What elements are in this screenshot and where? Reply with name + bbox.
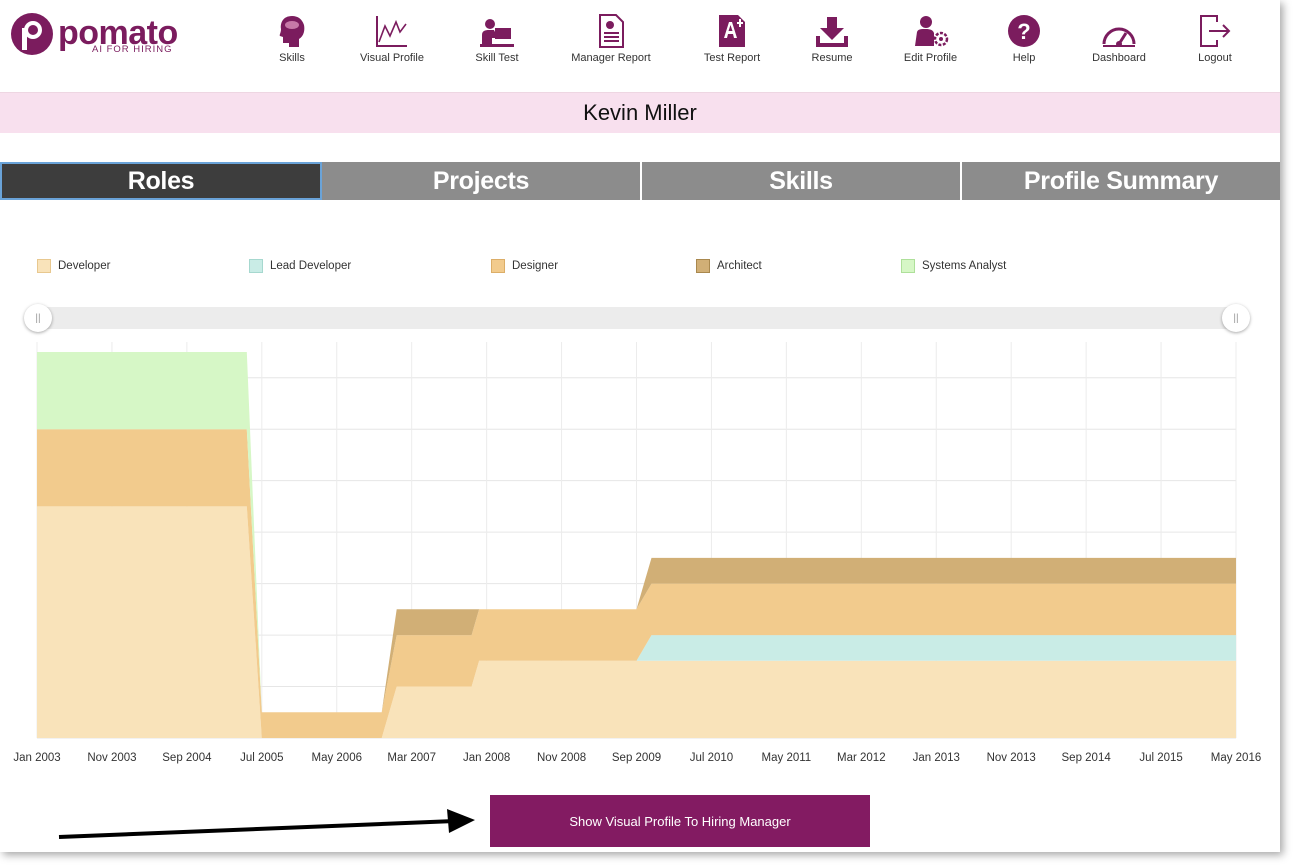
logout-icon [1200, 15, 1231, 47]
x-tick-label: Jan 2013 [913, 752, 960, 764]
nav-label: Test Report [703, 52, 761, 64]
download-icon [816, 17, 848, 47]
legend-swatch [901, 259, 915, 273]
slider-handle-left[interactable]: || [24, 304, 52, 332]
legend-swatch [696, 259, 710, 273]
area-developer[interactable] [37, 506, 1236, 738]
area-architect[interactable] [37, 429, 1236, 713]
nav-visual-profile[interactable]: Visual Profile [352, 12, 432, 64]
legend-item-lead-developer[interactable]: Lead Developer [249, 259, 351, 273]
slider-handle-right[interactable]: || [1222, 304, 1250, 332]
x-tick-label: May 2016 [1211, 752, 1262, 764]
x-tick-label: Jul 2010 [690, 752, 733, 764]
tab-roles[interactable]: Roles [0, 162, 322, 200]
x-tick-label: Sep 2004 [162, 752, 212, 764]
show-visual-profile-button[interactable]: Show Visual Profile To Hiring Manager [490, 795, 870, 847]
x-tick-label: May 2011 [762, 752, 812, 764]
user-gear-icon [914, 16, 948, 47]
area-systems-analyst[interactable] [37, 352, 1236, 713]
legend-label: Lead Developer [270, 260, 352, 272]
top-header: pomato AI FOR HIRING Skills Visual Profi… [0, 0, 1280, 92]
nav-logout[interactable]: Logout [1190, 12, 1240, 64]
nav-dashboard[interactable]: Dashboard [1089, 12, 1149, 64]
legend-item-developer[interactable]: Developer [37, 259, 110, 273]
nav-label: Visual Profile [360, 52, 424, 64]
candidate-name: Kevin Miller [583, 100, 697, 125]
nav-test-report[interactable]: Test Report [697, 12, 767, 64]
legend-item-architect[interactable]: Architect [696, 259, 762, 273]
nav-manager-report[interactable]: Manager Report [562, 12, 660, 64]
x-tick-label: Jul 2015 [1139, 752, 1182, 764]
x-tick-label: Jul 2005 [240, 752, 283, 764]
gauge-icon [1102, 27, 1136, 47]
chart-legend: Developer Lead Developer Designer Archit… [0, 259, 1280, 279]
nav-label: Resume [811, 52, 853, 64]
legend-label: Systems Analyst [922, 260, 1007, 272]
x-tick-label: Mar 2007 [387, 752, 436, 764]
x-axis-ticks: Jan 2003 Nov 2003 Sep 2004 Jul 2005 May 2006… [13, 752, 1261, 764]
legend-item-designer[interactable]: Designer [491, 259, 558, 273]
x-tick-label: May 2006 [311, 752, 362, 764]
legend-swatch [249, 259, 263, 273]
legend-swatch [37, 259, 51, 273]
x-tick-label: Sep 2009 [612, 752, 661, 764]
timeline-range-slider[interactable] [30, 307, 1244, 329]
profile-tabs: Roles Projects Skills Profile Summary [0, 162, 1280, 200]
brand-name: pomato [58, 14, 178, 52]
legend-swatch [491, 259, 505, 273]
nav-edit-profile[interactable]: Edit Profile [898, 12, 963, 64]
legend-item-systems-analyst[interactable]: Systems Analyst [901, 259, 1006, 273]
nav-label: Manager Report [571, 52, 651, 64]
roles-area-chart: Jan 2003 Nov 2003 Sep 2004 Jul 2005 May 2006… [13, 342, 1261, 764]
logo-mark-icon [11, 13, 53, 55]
grade-a-plus-icon [719, 15, 745, 47]
nav-label: Skill Test [475, 52, 519, 64]
nav-label: Dashboard [1092, 52, 1146, 64]
nav-help[interactable]: ? Help [1004, 12, 1044, 64]
x-tick-label: Jan 2008 [463, 752, 510, 764]
question-circle-icon: ? [1008, 15, 1040, 47]
x-tick-label: Nov 2008 [537, 752, 586, 764]
svg-text:?: ? [1017, 19, 1030, 44]
x-tick-label: Nov 2003 [87, 752, 136, 764]
tab-profile-summary[interactable]: Profile Summary [962, 162, 1280, 200]
document-icon [599, 14, 624, 48]
x-tick-label: Sep 2014 [1062, 752, 1112, 764]
nav-skills[interactable]: Skills [272, 12, 312, 64]
pomato-logo[interactable]: pomato AI FOR HIRING [8, 10, 198, 60]
brain-head-icon [279, 16, 305, 47]
person-laptop-icon [480, 19, 514, 47]
nav-label: Skills [279, 52, 305, 64]
nav-label: Help [1012, 52, 1036, 64]
x-tick-label: Mar 2012 [837, 752, 886, 764]
chart-areas [37, 352, 1236, 738]
x-tick-label: Nov 2013 [987, 752, 1036, 764]
tab-projects[interactable]: Projects [322, 162, 642, 200]
nav-label: Logout [1198, 52, 1232, 64]
nav-label: Edit Profile [903, 52, 958, 64]
app-window: pomato AI FOR HIRING Skills Visual Profi… [0, 0, 1280, 847]
x-tick-label: Jan 2003 [13, 752, 60, 764]
nav-resume[interactable]: Resume [807, 12, 857, 64]
nav-skill-test[interactable]: Skill Test [467, 12, 527, 64]
legend-label: Designer [512, 260, 559, 272]
line-chart-icon [376, 16, 407, 47]
legend-label: Architect [717, 260, 762, 272]
pointer-arrow-icon [58, 809, 475, 839]
candidate-name-bar: Kevin Miller [0, 92, 1280, 133]
brand-tagline: AI FOR HIRING [92, 44, 173, 55]
tab-skills[interactable]: Skills [642, 162, 962, 200]
legend-label: Developer [58, 260, 111, 272]
